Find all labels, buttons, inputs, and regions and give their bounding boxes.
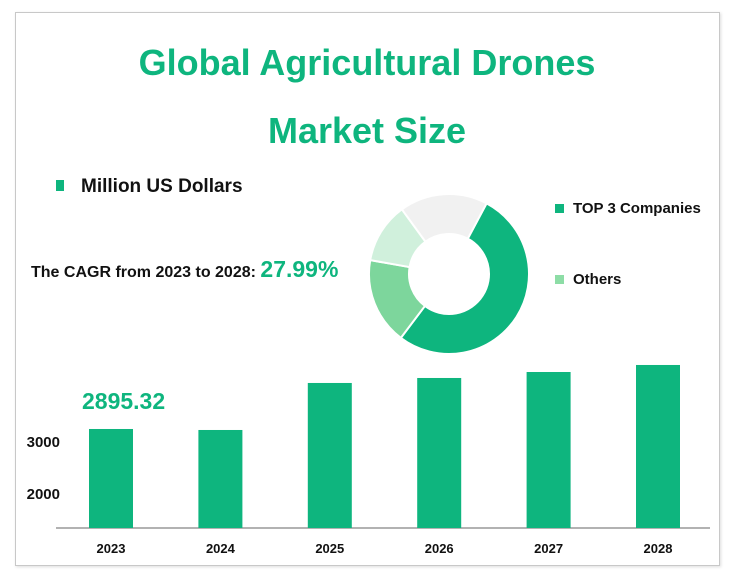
x-tick-label: 2023 [97,541,126,556]
legend-label: Others [573,271,622,288]
cagr-text: The CAGR from 2023 to 2028: 27.99% [31,256,338,283]
donut-slice-0 [399,202,530,355]
data-label-2023: 2895.32 [82,388,165,414]
donut-slice-3 [400,193,488,244]
chart-title: Global Agricultural Drones [138,42,596,83]
bar-2028 [636,364,680,528]
x-tick-label: 2025 [315,541,344,556]
bar-2024 [198,429,243,528]
x-tick-label: 2024 [206,541,236,556]
legend-swatch-others [555,275,564,284]
x-tick-label: 2028 [644,541,673,556]
y-tick-label: 3000 [27,434,60,451]
x-tick-label: 2026 [425,541,454,556]
cagr-value: 27.99% [260,256,339,282]
legend-top3: TOP 3 Companies [555,200,701,217]
unit-label: Million US Dollars [81,176,243,197]
y-tick-label: 2000 [27,486,60,503]
legend-swatch-top3 [555,204,564,213]
unit-legend: Million US Dollars [56,176,243,198]
bar-2025 [307,382,352,528]
legend-others: Others [555,271,621,288]
chart-frame [15,12,720,566]
bar-2026 [417,377,462,528]
chart-title-line2: Market Size [267,110,467,151]
bar-2023 [89,428,133,528]
x-tick-label: 2027 [534,541,563,556]
legend-label: TOP 3 Companies [573,200,701,217]
bar-2027 [526,372,571,528]
legend-swatch [56,180,64,191]
cagr-label: The CAGR from 2023 to 2028: [31,264,256,281]
